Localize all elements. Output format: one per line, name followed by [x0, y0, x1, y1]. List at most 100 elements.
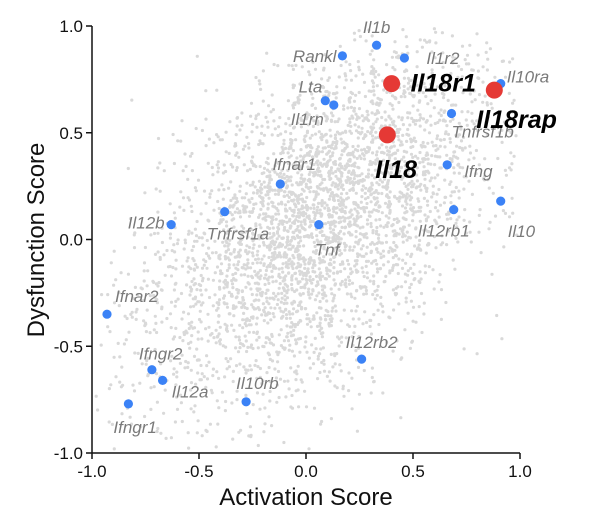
background-point	[200, 372, 204, 376]
background-point	[255, 287, 259, 291]
background-point	[365, 236, 369, 240]
background-point	[355, 288, 359, 293]
background-point	[462, 187, 466, 191]
background-point	[356, 224, 360, 228]
background-point	[445, 212, 449, 216]
background-point	[406, 187, 410, 191]
background-point	[175, 395, 179, 399]
background-point	[125, 316, 129, 321]
background-point	[370, 69, 374, 74]
background-point	[476, 69, 480, 73]
background-point	[261, 379, 265, 383]
background-point	[448, 137, 452, 141]
background-point	[367, 168, 371, 172]
background-point	[278, 219, 282, 223]
background-point	[176, 297, 180, 301]
background-point	[289, 141, 293, 145]
background-point	[334, 251, 339, 255]
background-point	[375, 208, 379, 213]
background-point	[220, 138, 224, 142]
label-ifnar2: Ifnar2	[115, 287, 159, 306]
background-point	[282, 289, 287, 293]
background-point	[296, 224, 300, 229]
background-point	[257, 79, 261, 83]
background-point	[319, 347, 323, 351]
background-point	[279, 244, 283, 248]
background-point	[327, 144, 331, 149]
background-point	[481, 80, 485, 84]
background-point	[175, 242, 180, 246]
background-point	[491, 191, 495, 195]
background-point	[238, 362, 242, 366]
background-point	[380, 180, 384, 184]
background-point	[344, 60, 348, 64]
background-point	[282, 339, 286, 343]
background-point	[356, 181, 360, 186]
background-point	[296, 219, 300, 223]
background-point	[290, 235, 295, 239]
background-point	[329, 222, 333, 226]
background-point	[424, 228, 428, 232]
background-point	[399, 95, 403, 99]
background-point	[349, 124, 353, 128]
background-point	[379, 295, 383, 299]
background-point	[169, 436, 173, 440]
background-point	[216, 334, 220, 338]
background-point	[340, 279, 344, 284]
background-point	[324, 119, 328, 123]
background-point	[229, 180, 233, 184]
background-point	[139, 425, 143, 429]
background-point	[284, 215, 288, 219]
background-point	[313, 67, 318, 71]
background-point	[199, 320, 203, 324]
background-point	[406, 111, 410, 115]
background-point	[313, 336, 317, 340]
background-point	[485, 117, 489, 122]
background-point	[467, 62, 471, 66]
background-point	[153, 295, 157, 299]
background-point	[257, 236, 261, 241]
background-point	[408, 290, 412, 295]
background-point	[243, 196, 247, 200]
background-point	[478, 208, 482, 212]
background-point	[319, 317, 323, 321]
background-point	[285, 174, 289, 179]
background-point	[237, 253, 241, 257]
background-point	[353, 38, 357, 42]
background-point	[224, 257, 228, 261]
background-point	[349, 69, 353, 73]
point-ifnar2	[102, 309, 112, 319]
background-point	[215, 265, 220, 269]
background-point	[340, 225, 344, 229]
background-point	[318, 211, 322, 215]
background-point	[240, 305, 244, 309]
background-point	[363, 232, 367, 236]
background-point	[198, 309, 202, 313]
background-point	[428, 87, 432, 91]
background-point	[462, 347, 466, 351]
point-il18r1	[383, 75, 401, 93]
background-point	[414, 119, 419, 123]
background-point	[299, 319, 303, 323]
background-point	[402, 225, 406, 229]
background-point	[277, 251, 281, 255]
background-point	[406, 51, 410, 55]
background-point	[327, 370, 331, 374]
background-point	[445, 217, 449, 221]
background-point	[298, 154, 303, 158]
background-point	[356, 60, 360, 64]
background-point	[251, 403, 255, 407]
background-point	[375, 262, 379, 266]
background-point	[364, 320, 369, 325]
background-point	[133, 351, 137, 355]
background-point	[405, 164, 409, 168]
background-point	[250, 161, 254, 165]
background-point	[251, 261, 255, 265]
background-point	[481, 100, 485, 104]
background-point	[334, 96, 338, 100]
background-point	[212, 336, 216, 340]
background-point	[296, 388, 300, 392]
background-point	[160, 226, 164, 230]
background-point	[268, 231, 272, 236]
background-point	[306, 270, 310, 274]
